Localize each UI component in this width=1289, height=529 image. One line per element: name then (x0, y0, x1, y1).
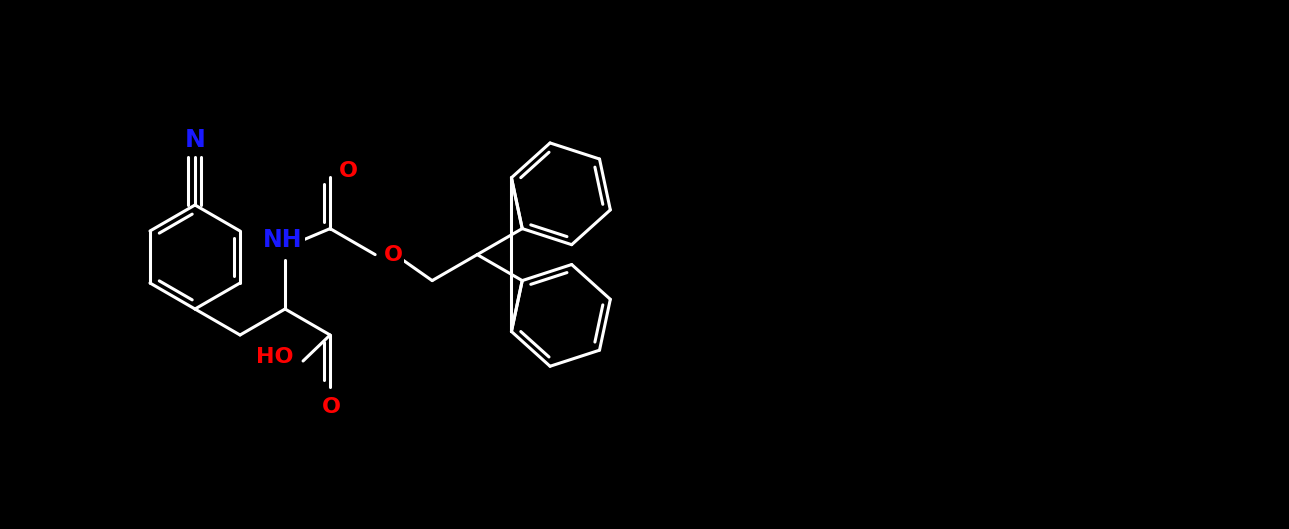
Text: NH: NH (263, 227, 303, 252)
Text: O: O (321, 397, 340, 417)
Text: O: O (339, 161, 357, 180)
Text: N: N (184, 128, 205, 152)
Text: O: O (384, 244, 402, 264)
Text: HO: HO (257, 347, 294, 367)
